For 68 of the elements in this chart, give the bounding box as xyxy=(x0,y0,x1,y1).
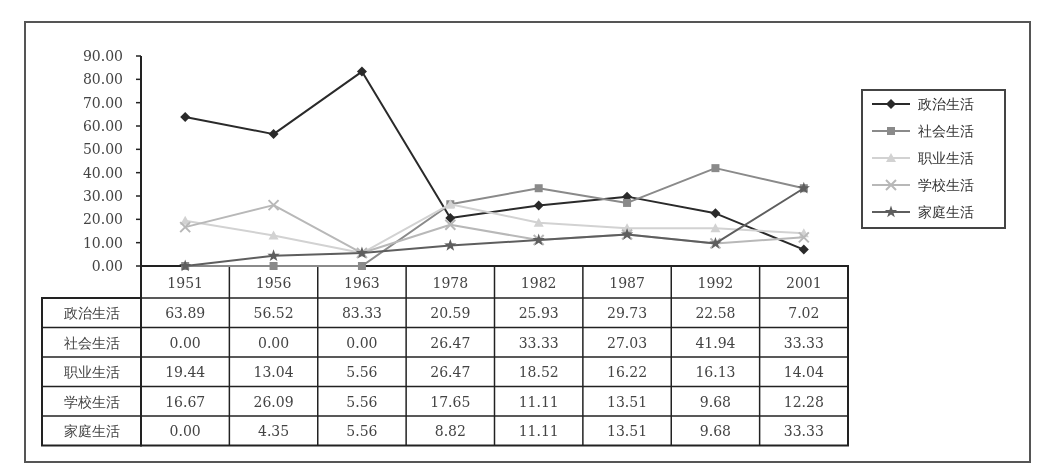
data-label: 11.11 xyxy=(518,393,559,410)
text: 社会生活 xyxy=(63,334,120,351)
data-label: 41.94 xyxy=(695,334,736,351)
data-label: 83.33 xyxy=(341,305,382,321)
data-label: 9.68 xyxy=(699,393,732,410)
data-label: 0.00 xyxy=(257,334,290,351)
data-label: 26.09 xyxy=(253,393,294,410)
text: 职业生活 xyxy=(63,364,120,380)
data-label: 11.11 xyxy=(518,423,559,439)
y-tick-label: 10.00 xyxy=(82,234,123,251)
x-tick-label: 1987 xyxy=(609,275,645,291)
data-label: 33.33 xyxy=(783,423,824,439)
data-label: 26.47 xyxy=(430,334,471,351)
y-tick-label: 60.00 xyxy=(82,118,123,134)
legend-label: 家庭生活 xyxy=(918,204,974,220)
legend-label: 职业生活 xyxy=(918,150,974,166)
x-tick-label: 2001 xyxy=(785,275,822,291)
data-label: 5.56 xyxy=(346,393,378,410)
data-label: 5.56 xyxy=(346,423,378,439)
data-label: 16.22 xyxy=(607,364,648,380)
data-label: 4.35 xyxy=(257,423,290,439)
data-label: 25.93 xyxy=(518,305,559,321)
y-tick-label: 70.00 xyxy=(82,94,123,111)
data-label: 0.00 xyxy=(169,334,201,351)
data-label: 27.03 xyxy=(607,334,648,351)
text: 学校生活 xyxy=(63,393,120,410)
y-tick-label: 80.00 xyxy=(82,71,123,88)
x-tick-label: 1951 xyxy=(167,275,204,291)
data-label: 29.73 xyxy=(607,305,648,321)
data-label: 16.67 xyxy=(165,393,206,410)
y-tick-label: 20.00 xyxy=(82,211,123,228)
x-tick-label: 1956 xyxy=(255,275,292,291)
y-tick-label: 30.00 xyxy=(82,188,123,204)
data-label: 8.82 xyxy=(434,423,466,439)
data-label: 13.51 xyxy=(607,393,648,410)
data-label: 19.44 xyxy=(165,364,206,380)
data-label: 5.56 xyxy=(346,364,378,380)
data-label: 18.52 xyxy=(518,364,559,380)
x-tick-label: 1978 xyxy=(432,275,469,291)
y-tick-label: 40.00 xyxy=(82,164,123,181)
x-tick-label: 1982 xyxy=(520,275,557,291)
data-label: 0.00 xyxy=(169,423,201,439)
data-label: 13.51 xyxy=(607,423,648,439)
y-tick-label: 90.00 xyxy=(82,48,123,64)
data-label: 12.28 xyxy=(783,393,824,410)
data-label: 13.04 xyxy=(253,364,294,380)
data-label: 56.52 xyxy=(253,305,294,321)
y-tick-label: 50.00 xyxy=(82,141,123,158)
data-label: 26.47 xyxy=(430,364,471,380)
text: 家庭生活 xyxy=(63,423,120,439)
data-label: 20.59 xyxy=(430,305,471,321)
text: 政治生活 xyxy=(63,305,120,321)
data-label: 33.33 xyxy=(518,334,559,351)
x-tick-label: 1992 xyxy=(697,275,734,291)
data-label: 17.65 xyxy=(430,393,471,410)
data-label: 9.68 xyxy=(699,423,732,439)
data-label: 16.13 xyxy=(695,364,736,380)
data-label: 0.00 xyxy=(346,334,378,351)
x-tick-label: 1963 xyxy=(344,275,380,291)
legend-label: 政治生活 xyxy=(918,96,974,112)
data-label: 7.02 xyxy=(788,305,820,321)
legend-label: 社会生活 xyxy=(918,123,974,139)
legend-label: 学校生活 xyxy=(918,177,974,193)
data-label: 63.89 xyxy=(165,305,206,321)
y-tick-label: 0.00 xyxy=(91,258,123,274)
data-label: 22.58 xyxy=(695,305,736,321)
data-label: 33.33 xyxy=(783,334,824,351)
data-label: 14.04 xyxy=(783,364,824,380)
